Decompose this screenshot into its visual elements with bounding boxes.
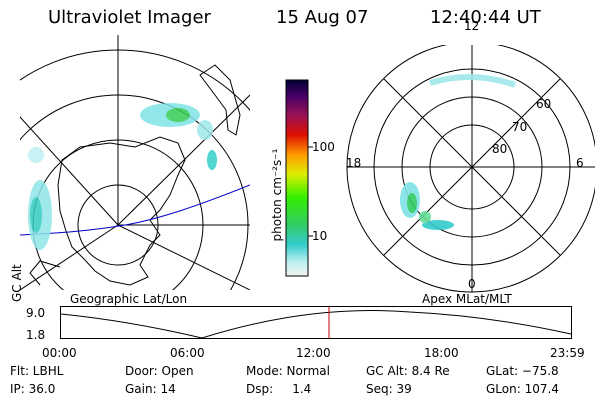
info-ip: IP: 36.0 (10, 382, 56, 396)
coastline-fragment (199, 64, 241, 136)
coastline-fragment (29, 260, 61, 286)
altitude-curve (60, 309, 572, 339)
aurora-emission (407, 193, 417, 213)
lat-circle (20, 49, 250, 111)
info-door: Door: Open (125, 364, 194, 378)
colorbar-tick-label-100: 100 (312, 140, 335, 154)
aurora-emission (30, 197, 42, 233)
instrument-title: Ultraviolet Imager (48, 7, 211, 28)
altitude-ytick-1.8: 1.8 (26, 328, 46, 342)
time-tick-1800: 18:00 (424, 346, 459, 360)
orbit-track (20, 184, 250, 236)
mlat-label-80: 80 (492, 142, 508, 156)
altitude-y-label: GC Alt (10, 264, 24, 302)
date-label: 15 Aug 07 (276, 7, 369, 28)
meridian-line (117, 94, 250, 226)
geographic-map (20, 35, 250, 290)
aurora-emission (207, 150, 217, 170)
colorbar-tick-label-10: 10 (312, 229, 328, 243)
mlt-label-6: 6 (576, 156, 584, 170)
altitude-plot-frame (60, 306, 572, 339)
info-flt: Flt: LBHL (10, 364, 64, 378)
info-mode: Mode: Normal (246, 364, 330, 378)
info-gc-alt: GC Alt: 8.4 Re (366, 364, 450, 378)
mlt-label-12: 12 (464, 19, 480, 33)
mlat-label-60: 60 (536, 97, 552, 111)
colorbar-unit-label: photon cm⁻²s⁻¹ (270, 148, 284, 242)
time-tick-2359: 23:59 (550, 346, 585, 360)
time-tick-0000: 00:00 (42, 346, 77, 360)
info-glat: GLat: −75.8 (486, 364, 559, 378)
altitude-ytick-9: 9.0 (26, 306, 46, 320)
time-tick-0600: 06:00 (170, 346, 205, 360)
info-seq: Seq: 39 (366, 382, 412, 396)
geo-panel-label: Geographic Lat/Lon (70, 292, 188, 306)
mlt-label-18: 18 (346, 156, 362, 170)
colorbar (285, 79, 313, 277)
mlt-label-0: 0 (468, 277, 476, 291)
info-gain: Gain: 14 (125, 382, 176, 396)
info-glon: GLon: 107.4 (486, 382, 559, 396)
aurora-emission (28, 147, 44, 163)
mlat-label-70: 70 (512, 120, 528, 134)
time-label: 12:40:44 UT (430, 7, 541, 28)
magnetic-polar-plot (346, 45, 595, 293)
meridian-line (20, 224, 119, 290)
mag-panel-label: Apex MLat/MLT (422, 292, 512, 306)
aurora-emission (422, 220, 454, 230)
aurora-emission (419, 211, 431, 223)
mlt-line (383, 78, 561, 256)
time-tick-1200: 12:00 (296, 346, 331, 360)
info-dsp: Dsp: 1.4 (246, 382, 312, 396)
colorbar-gradient (285, 79, 309, 277)
antarctica-coastline (57, 136, 186, 286)
meridian-line (117, 224, 250, 290)
aurora-emission (429, 74, 516, 88)
meridian-line (20, 116, 119, 226)
altitude-plot (60, 306, 572, 339)
aurora-emission (166, 108, 190, 122)
aurora-emission (197, 120, 213, 140)
